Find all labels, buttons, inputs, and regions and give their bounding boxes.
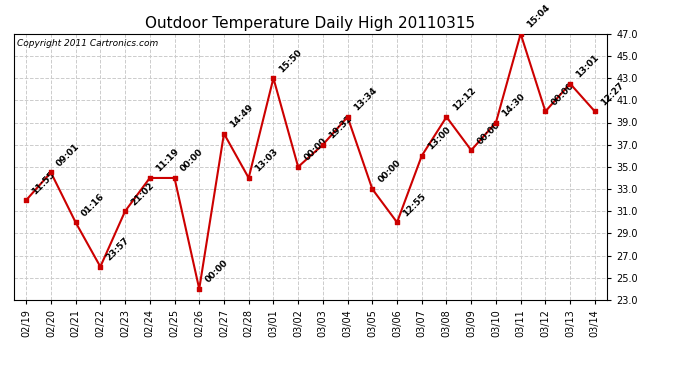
Point: [540, 108, 551, 114]
Point: [589, 108, 600, 114]
Text: 00:00: 00:00: [377, 159, 403, 185]
Point: [243, 175, 254, 181]
Text: Copyright 2011 Cartronics.com: Copyright 2011 Cartronics.com: [17, 39, 158, 48]
Point: [46, 170, 57, 176]
Point: [416, 153, 427, 159]
Point: [515, 31, 526, 37]
Text: 13:34: 13:34: [352, 86, 378, 113]
Text: 14:49: 14:49: [228, 102, 255, 129]
Point: [564, 81, 575, 87]
Point: [219, 130, 230, 136]
Text: 13:01: 13:01: [574, 53, 601, 80]
Point: [466, 147, 477, 153]
Point: [268, 75, 279, 81]
Text: 15:04: 15:04: [525, 3, 551, 30]
Text: 00:00: 00:00: [302, 136, 328, 163]
Point: [95, 264, 106, 270]
Point: [491, 120, 502, 126]
Text: 00:00: 00:00: [549, 81, 576, 107]
Point: [441, 114, 452, 120]
Text: 01:16: 01:16: [80, 192, 106, 218]
Text: 15:50: 15:50: [277, 48, 304, 74]
Point: [293, 164, 304, 170]
Text: 21:02: 21:02: [129, 181, 156, 207]
Text: 00:00: 00:00: [475, 120, 502, 146]
Title: Outdoor Temperature Daily High 20110315: Outdoor Temperature Daily High 20110315: [146, 16, 475, 31]
Point: [391, 219, 402, 225]
Text: 00:00: 00:00: [179, 147, 205, 174]
Text: 12:27: 12:27: [599, 81, 626, 107]
Point: [317, 142, 328, 148]
Text: 13:03: 13:03: [253, 147, 279, 174]
Point: [21, 197, 32, 203]
Text: 11:19: 11:19: [154, 147, 181, 174]
Point: [194, 286, 205, 292]
Point: [70, 219, 81, 225]
Point: [367, 186, 378, 192]
Point: [342, 114, 353, 120]
Text: 23:57: 23:57: [104, 236, 131, 262]
Text: 12:12: 12:12: [451, 86, 477, 113]
Point: [119, 208, 130, 214]
Text: 13:00: 13:00: [426, 125, 453, 152]
Text: 19:32: 19:32: [327, 114, 354, 141]
Text: 12:55: 12:55: [401, 192, 428, 218]
Point: [169, 175, 180, 181]
Text: 09:01: 09:01: [55, 142, 81, 168]
Text: 11:55: 11:55: [30, 170, 57, 196]
Text: 00:00: 00:00: [204, 258, 230, 285]
Point: [144, 175, 155, 181]
Text: 14:30: 14:30: [500, 92, 526, 118]
